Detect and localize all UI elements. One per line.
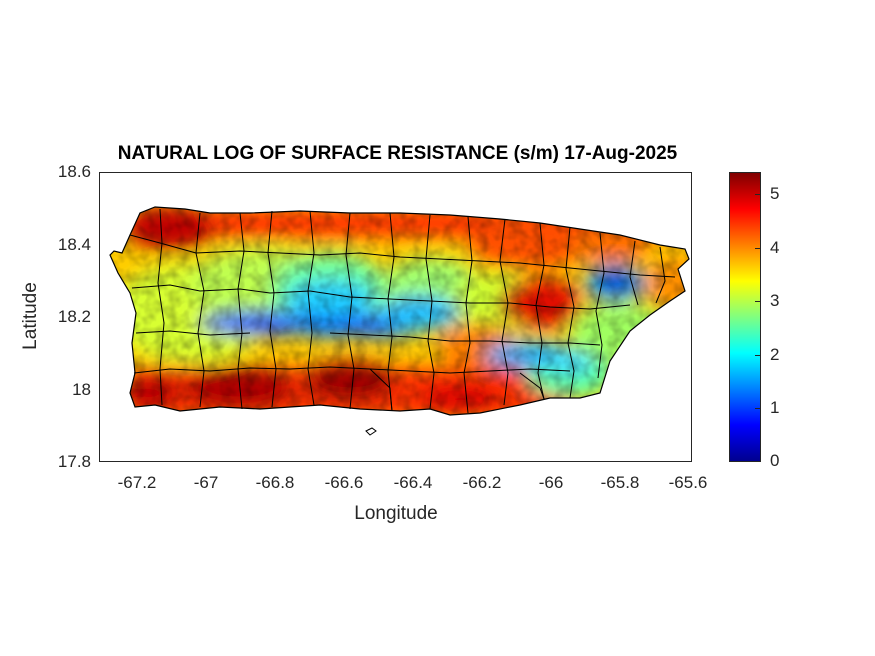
colorbar-tick-label: 4 xyxy=(770,238,780,257)
xtick-label: -66 xyxy=(538,473,564,492)
coastline xyxy=(109,206,690,416)
municipality-boundaries xyxy=(129,208,676,414)
colorbar-tick-label: 3 xyxy=(770,291,780,310)
ytick-label: 18.4 xyxy=(57,235,91,254)
colorbar-tick-label: 5 xyxy=(770,184,780,203)
xtick-label: -67 xyxy=(193,473,219,492)
colorbar xyxy=(729,172,761,462)
xtick-label: -66.2 xyxy=(462,473,502,492)
ytick-label: 18.2 xyxy=(57,307,91,326)
colorbar-tickmark xyxy=(755,408,761,409)
colorbar-tick-label: 1 xyxy=(770,398,780,417)
map-title: NATURAL LOG OF SURFACE RESISTANCE (s/m) … xyxy=(117,143,678,164)
xtick-label: -67.2 xyxy=(117,473,157,492)
xtick-label: -66.4 xyxy=(393,473,433,492)
xtick-label: -66.8 xyxy=(255,473,295,492)
map-plot-area xyxy=(99,172,692,462)
colorbar-tick-label: 0 xyxy=(770,451,780,470)
caja-de-muertos-island xyxy=(365,427,377,436)
colorbar-tickmark xyxy=(755,248,761,249)
colorbar-tickmark xyxy=(755,301,761,302)
y-axis-label: Latitude xyxy=(20,282,41,350)
x-axis-label: Longitude xyxy=(354,503,438,524)
xtick-label: -65.8 xyxy=(600,473,640,492)
ytick-label: 18 xyxy=(72,380,91,399)
colorbar-tick-label: 2 xyxy=(770,345,780,364)
ytick-label: 17.8 xyxy=(57,452,91,471)
ytick-label: 18.6 xyxy=(57,162,91,181)
resistance-field xyxy=(110,207,689,415)
xtick-label: -65.6 xyxy=(668,473,708,492)
colorbar-tickmark xyxy=(755,194,761,195)
colorbar-tickmark xyxy=(755,355,761,356)
xtick-label: -66.6 xyxy=(324,473,364,492)
